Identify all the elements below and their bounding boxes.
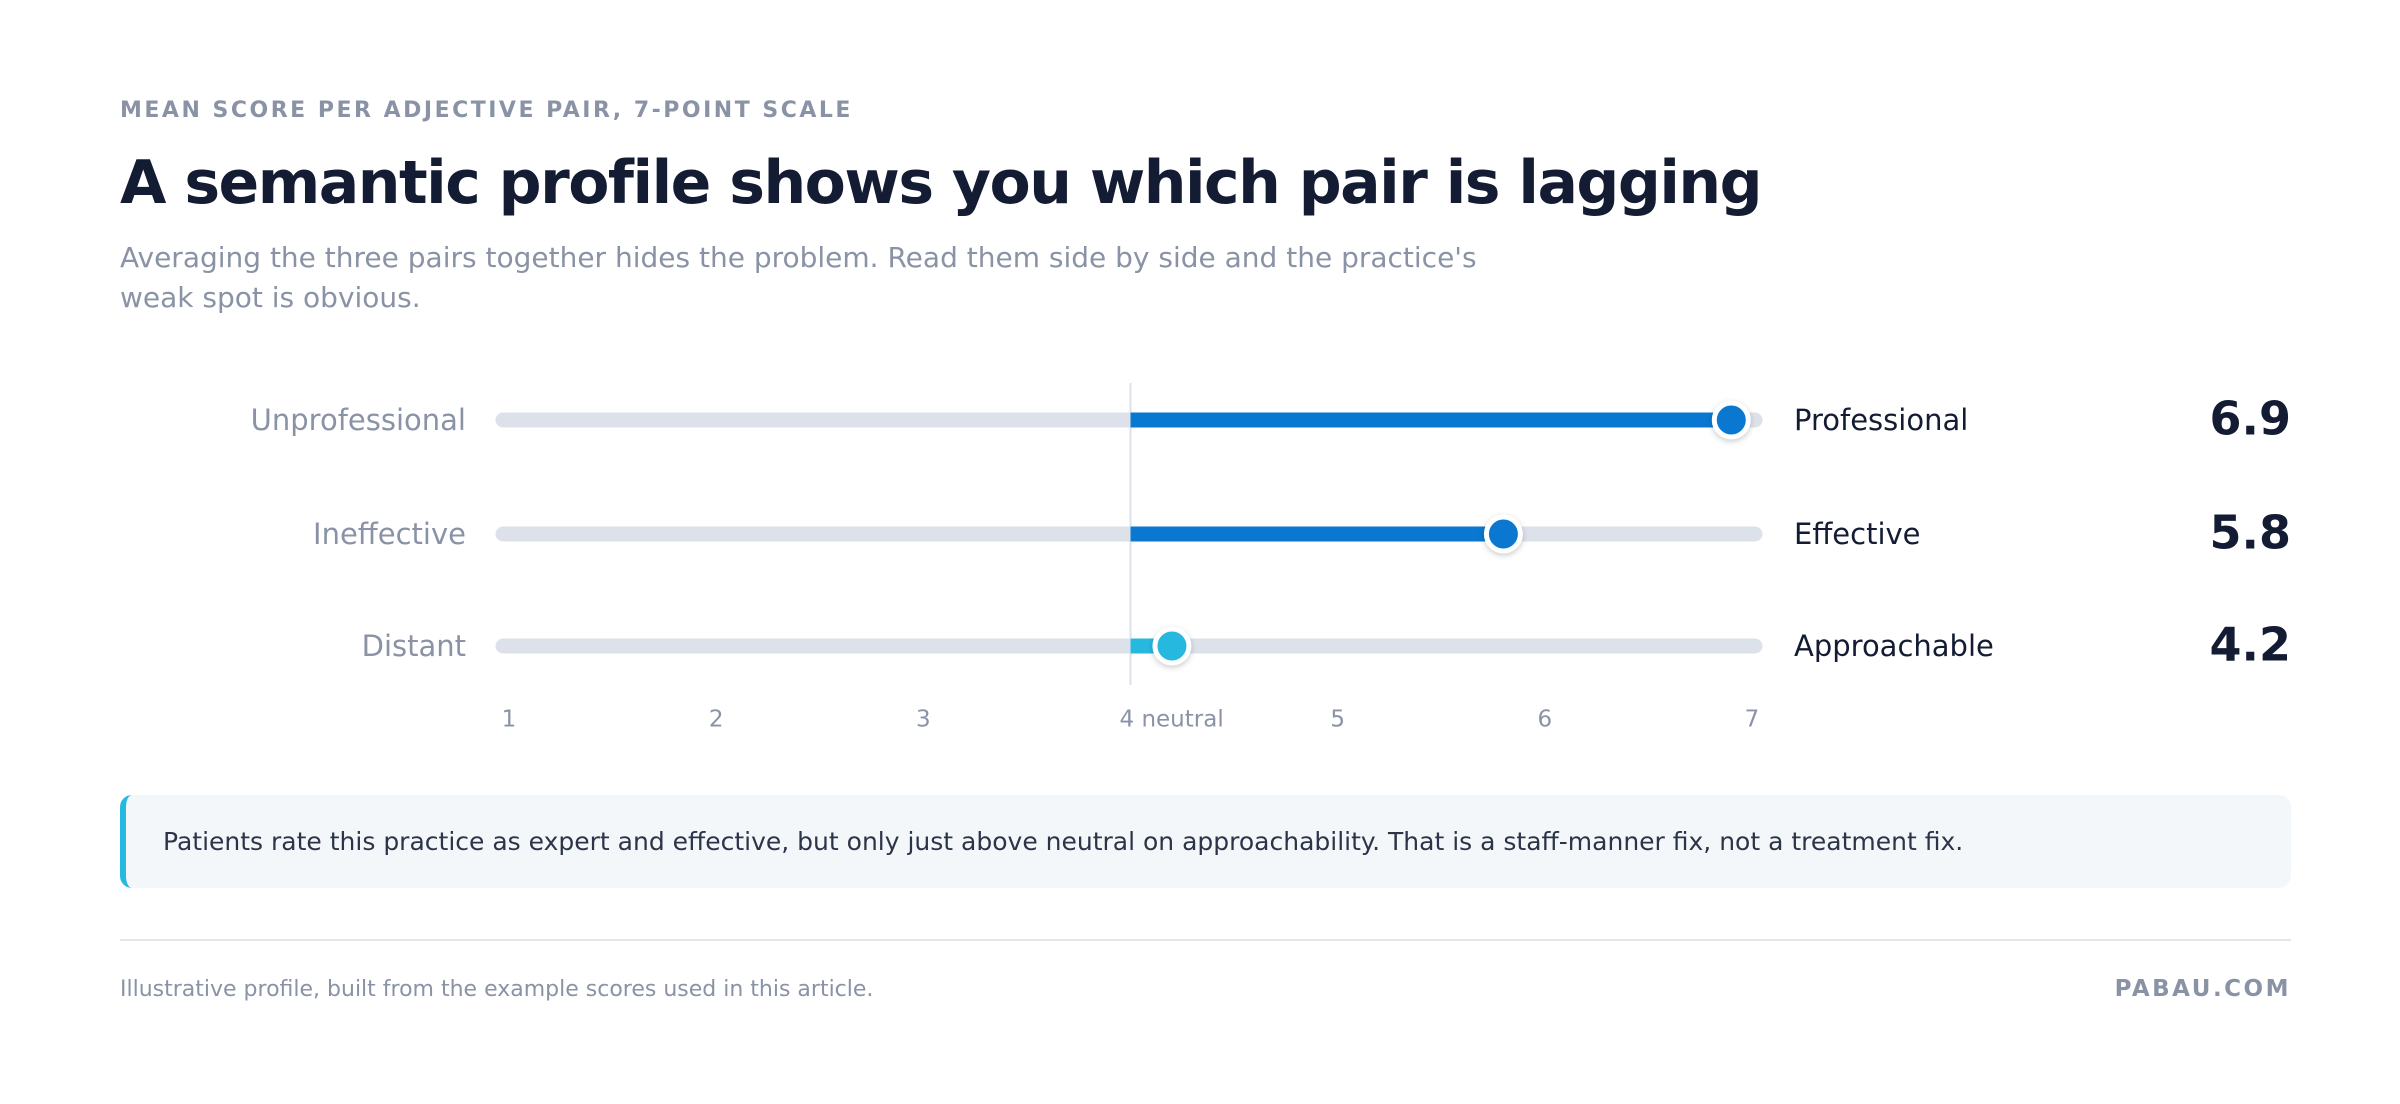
x-tick-label: 7 — [1745, 707, 1760, 733]
value-label: 4.2 — [2210, 618, 2292, 672]
right-label: Approachable — [1794, 629, 1994, 663]
x-tick-label: 3 — [916, 707, 931, 733]
value-label: 5.8 — [2210, 506, 2292, 560]
right-label: Effective — [1794, 517, 1921, 551]
left-label: Ineffective — [313, 517, 466, 551]
divider — [120, 939, 2291, 941]
callout-text: Patients rate this practice as expert an… — [163, 827, 1964, 856]
callout: Patients rate this practice as expert an… — [120, 795, 2291, 888]
left-label: Unprofessional — [251, 403, 466, 437]
score-dot — [1483, 514, 1523, 554]
eyebrow: MEAN SCORE PER ADJECTIVE PAIR, 7-POINT S… — [120, 98, 853, 123]
x-tick-label: 5 — [1330, 707, 1345, 733]
source-note: Illustrative profile, built from the exa… — [120, 977, 874, 1002]
x-tick-label: 4 neutral — [1120, 707, 1224, 733]
right-label: Professional — [1794, 403, 1968, 437]
x-tick-label: 2 — [709, 707, 724, 733]
brand: PABAU.COM — [2114, 976, 2291, 1002]
chart: Unprofessional Professional 6.9 Ineffective… — [251, 383, 2292, 733]
score-dot — [1711, 400, 1751, 440]
title: A semantic profile shows you which pair … — [120, 148, 1763, 218]
left-label: Distant — [362, 629, 466, 663]
x-tick-label: 1 — [502, 707, 517, 733]
subtitle: Averaging the three pairs together hides… — [120, 241, 1477, 314]
x-tick-label: 6 — [1538, 707, 1553, 733]
value-label: 6.9 — [2210, 392, 2292, 446]
score-dot — [1152, 626, 1192, 666]
